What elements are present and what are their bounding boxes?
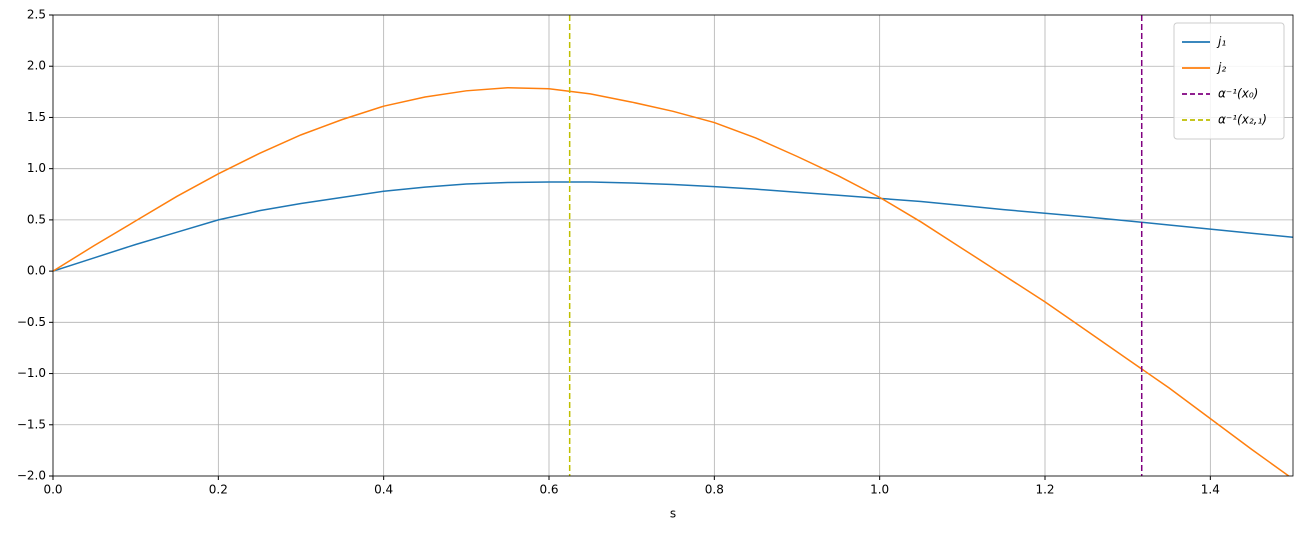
y-tick-label: 1.0 <box>27 161 46 175</box>
x-tick-label: 0.6 <box>539 483 558 497</box>
line-series <box>53 86 1291 476</box>
legend-box <box>1173 22 1285 140</box>
y-tick-label: 0.0 <box>27 264 46 278</box>
y-tick-label: −1.0 <box>17 366 46 380</box>
x-axis-label: s <box>670 507 676 521</box>
legend-label: j₂ <box>1216 61 1226 75</box>
x-tick-label: 0.4 <box>374 483 393 497</box>
x-tick-label: 1.0 <box>870 483 889 497</box>
x-tick-label: 1.4 <box>1201 483 1220 497</box>
legend-label: α⁻¹(x₂,₁) <box>1218 113 1267 127</box>
legend-label: j₁ <box>1216 35 1226 49</box>
x-tick-label: 0.2 <box>209 483 228 497</box>
y-tick-label: 0.5 <box>27 212 46 226</box>
y-tick-label: −1.5 <box>17 417 46 431</box>
y-tick-label: 2.0 <box>27 59 46 73</box>
legend-label: α⁻¹(x₀) <box>1218 87 1258 101</box>
line-series <box>53 181 1293 272</box>
y-tick-label: −2.0 <box>17 469 46 483</box>
plot-area <box>53 15 1293 476</box>
y-tick-label: −0.5 <box>17 315 46 329</box>
x-tick-label: 0.8 <box>705 483 724 497</box>
y-tick-label: 1.5 <box>27 110 46 124</box>
plot-frame <box>52 14 1294 477</box>
y-tick-label: 2.5 <box>27 8 46 22</box>
x-tick-label: 0.0 <box>43 483 62 497</box>
x-tick-label: 1.2 <box>1035 483 1054 497</box>
